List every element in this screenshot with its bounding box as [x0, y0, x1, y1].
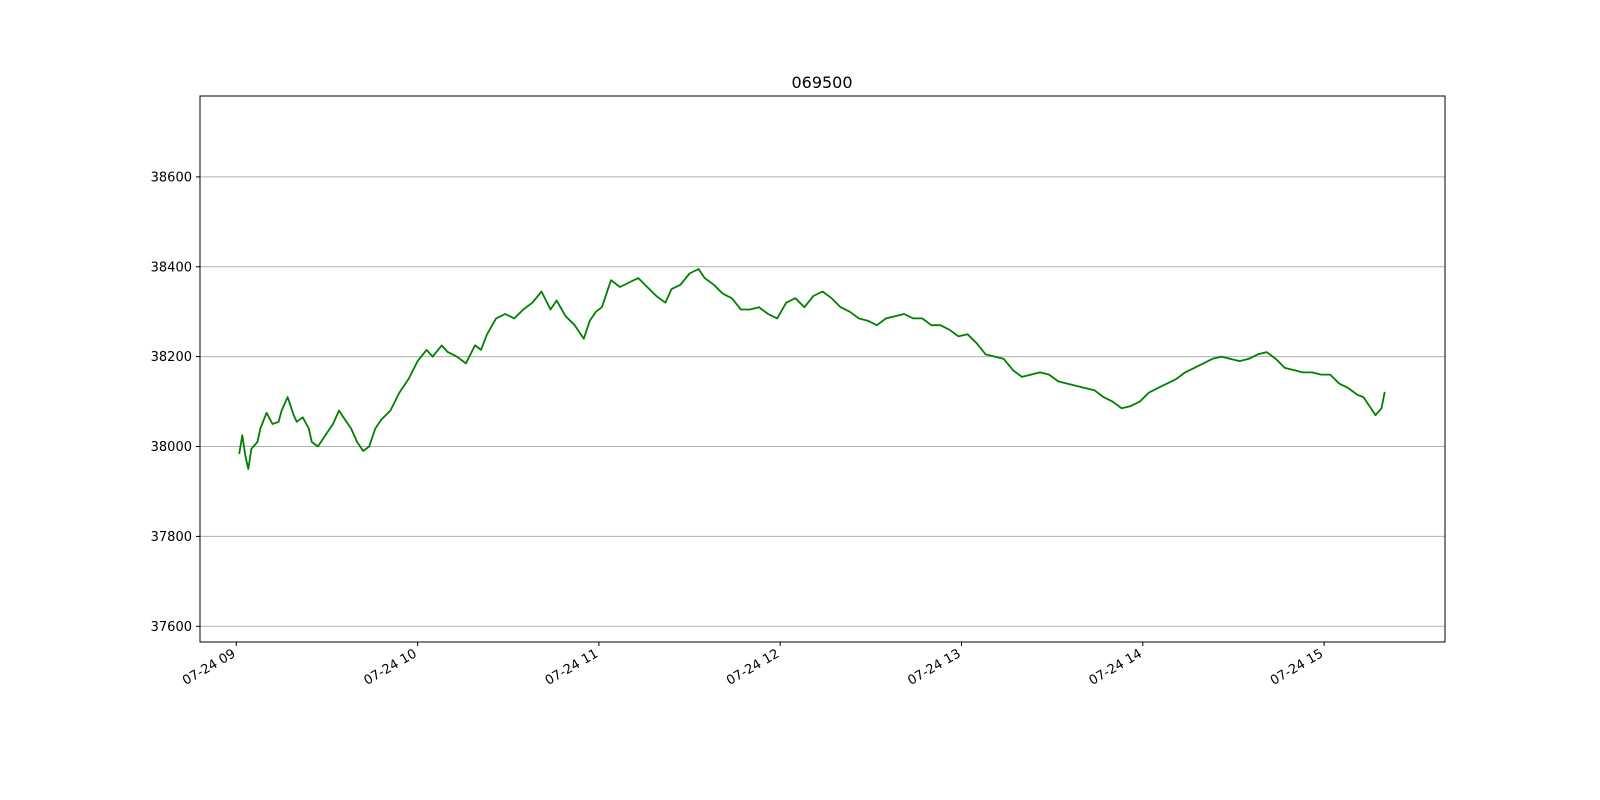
- y-tick-label: 37600: [151, 620, 192, 635]
- series-line-0: [238, 268, 1386, 470]
- grid-lines: [200, 176, 1445, 627]
- series-layer: [238, 268, 1386, 470]
- y-tick-label: 38600: [151, 170, 192, 185]
- y-tick-label: 38000: [151, 440, 192, 455]
- y-tick-label: 38200: [151, 350, 192, 365]
- chart-title: 069500: [791, 73, 852, 92]
- y-tick-label: 38400: [151, 260, 192, 275]
- y-tick-label: 37800: [151, 530, 192, 545]
- plot-frame: [199, 95, 1446, 643]
- y-axis: 37600 37800 38000 38200 38400 38600: [151, 170, 200, 635]
